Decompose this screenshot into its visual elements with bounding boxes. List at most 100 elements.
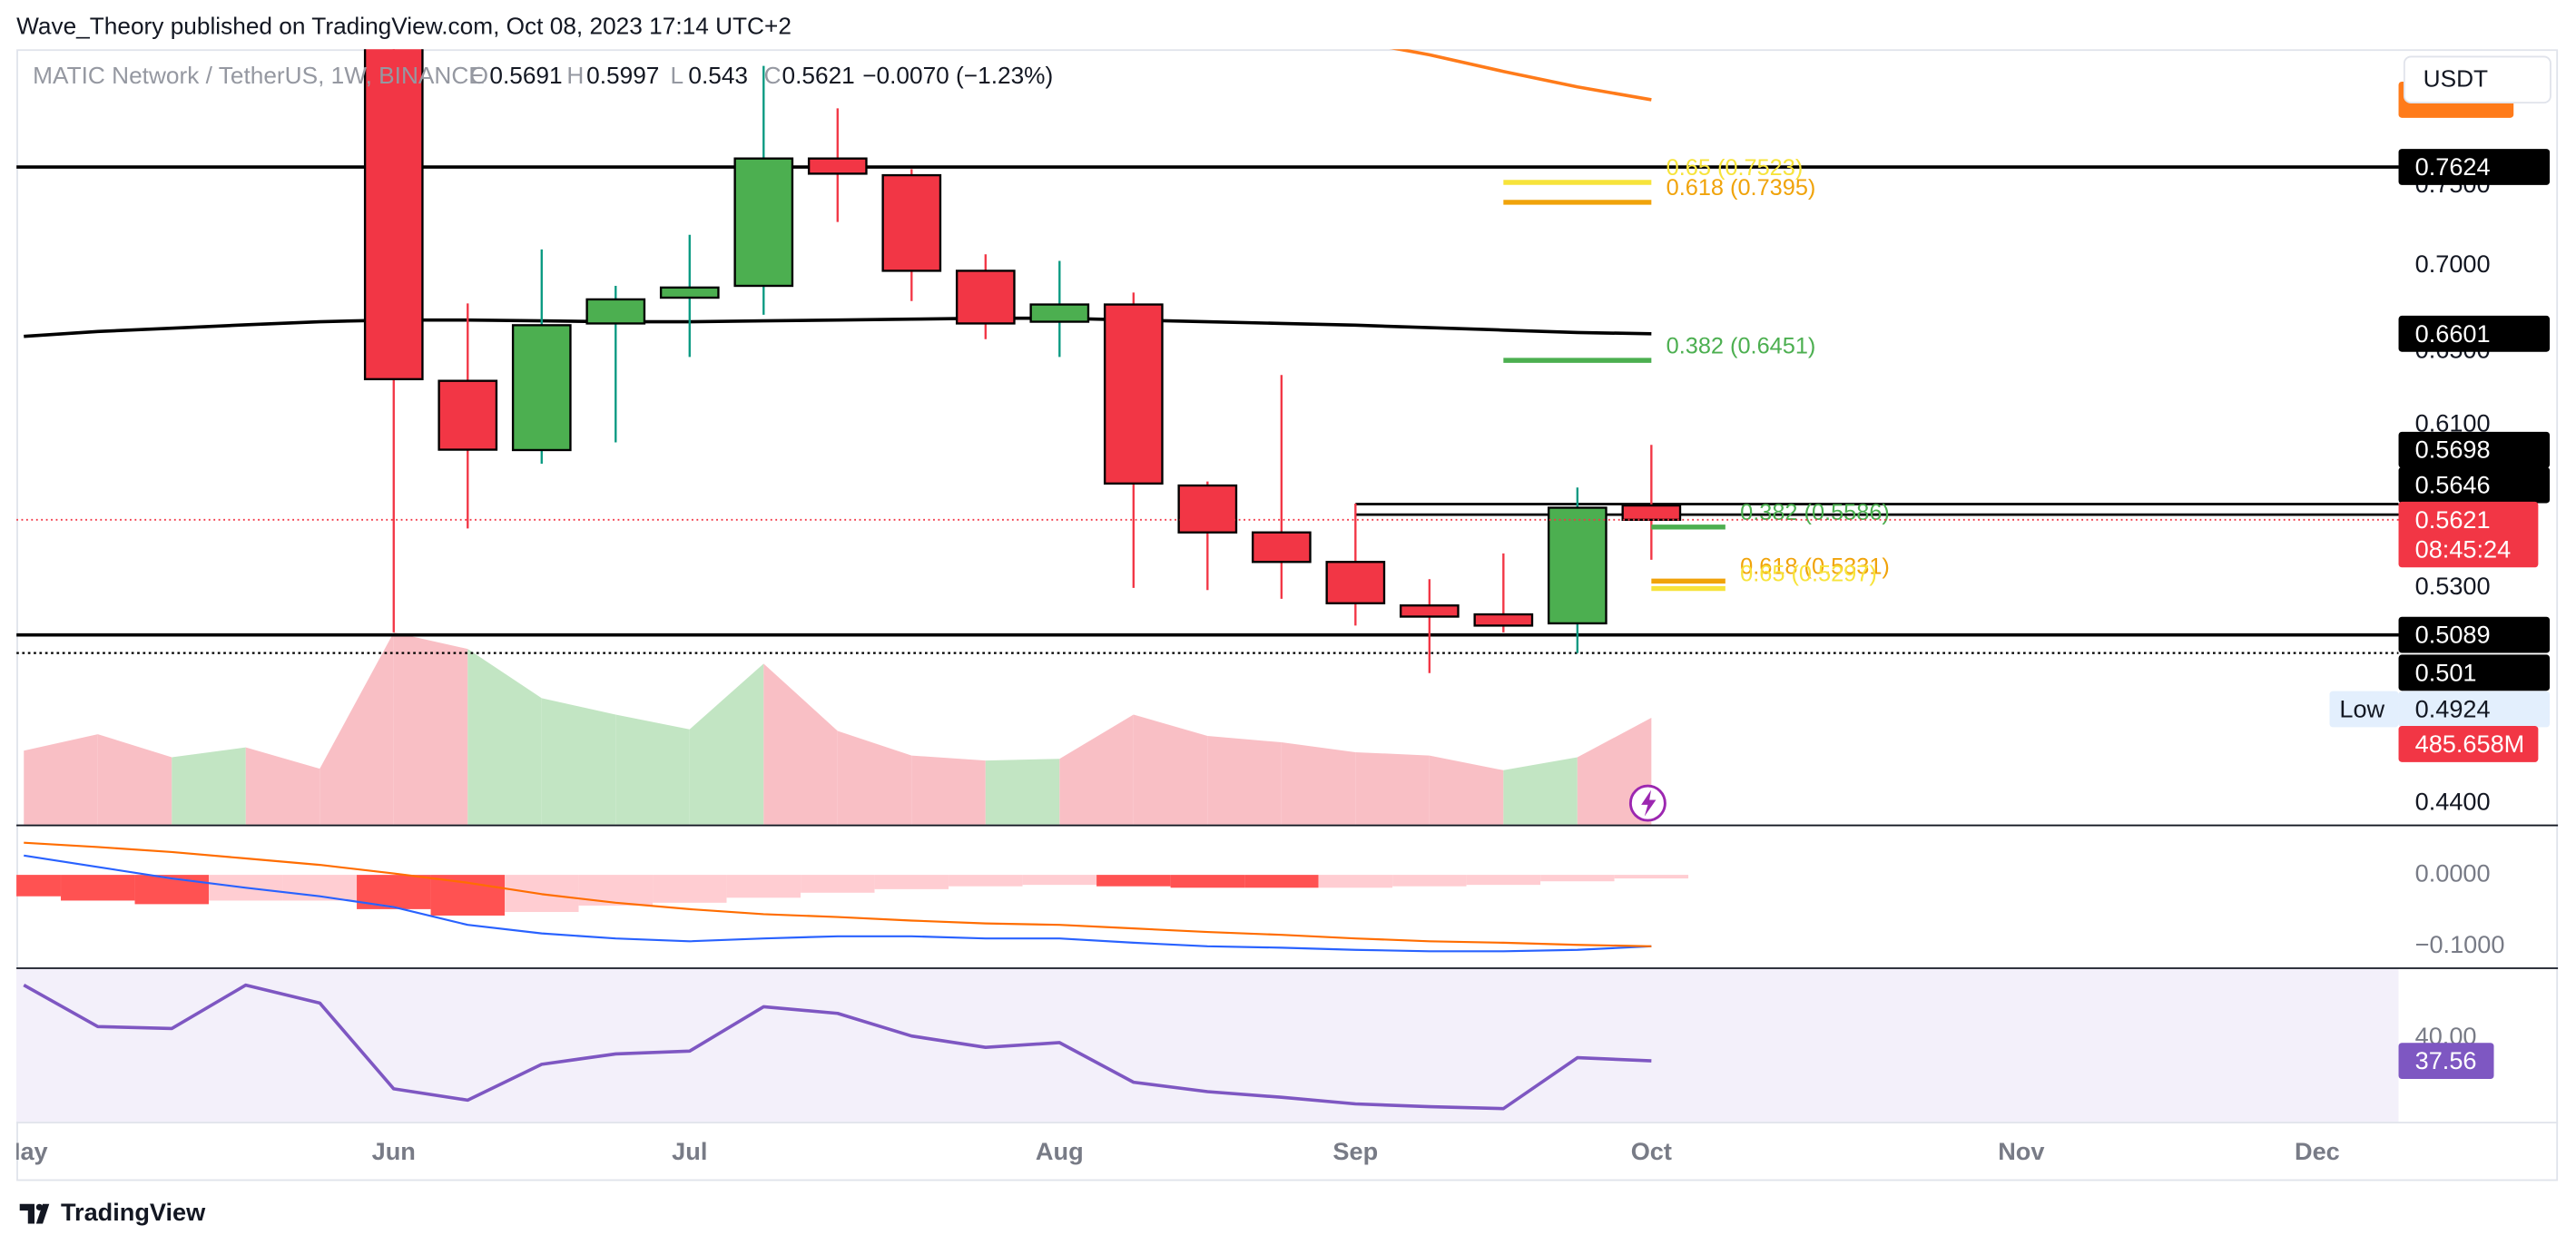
alert-icon[interactable] [1628,784,1667,822]
macd-bar [1022,875,1097,886]
moving-average [24,316,1652,338]
volume-area [1429,755,1504,825]
moving-average [1391,49,1652,102]
fib-label: 0.618 (0.5331) [1740,554,1890,580]
rsi-band [16,968,2399,1122]
volume-area [837,730,912,825]
chart-frame [16,49,2559,1181]
candle-body [1621,504,1682,521]
countdown: 08:45:24 [2415,534,2512,563]
alert-bolt[interactable] [1641,789,1657,817]
candle-body [733,157,794,288]
macd-bar [1392,875,1467,887]
currency-button-box[interactable] [2403,55,2551,104]
volume-area [245,747,320,825]
rsi-badge: 37.56 [2415,1046,2477,1074]
fib-label: 0.382 (0.5586) [1740,500,1890,525]
volume-area [1281,742,1356,825]
x-tick-label: Dec [2295,1137,2340,1165]
volume-area [1207,736,1282,825]
y-tick-label: 0.5300 [2415,572,2491,600]
level-badge: 0.5698 [2415,436,2491,464]
legend-open: 0.5691 [489,62,562,89]
macd-bar [16,875,61,897]
candle-body [1103,303,1164,485]
level-badge-box [2398,654,2551,691]
macd-bar [1244,875,1319,888]
macd-bar [949,875,1023,887]
volume-area [467,649,542,825]
macd-tick-label: −0.1000 [2415,930,2505,958]
volume-area [985,759,1060,825]
volume-badge-box [2398,726,2539,762]
price-badge-box [2398,501,2539,568]
volume-area [1133,714,1208,825]
macd-bar [874,875,949,889]
macd-bar [1614,875,1689,879]
macd-bar [1318,875,1393,888]
low-badge-box [2398,691,2551,728]
candle-body [1177,484,1238,534]
fib-label: 0.65 (0.7523) [1667,155,1804,181]
x-tick-label: Jul [672,1137,707,1165]
level-badge: 0.5646 [2415,471,2491,499]
signal-line [24,841,1652,947]
brand-name: TradingView [61,1198,206,1226]
rsi-badge-box [2398,1043,2494,1080]
level-badge-box [2398,466,2551,504]
level-badge: 0.5089 [2415,621,2491,649]
time-axis: May Jun Jul Aug Sep Oct Nov Dec [0,1137,2340,1165]
candle-body [659,286,720,299]
fib-label: 0.65 (0.5297) [1740,562,1877,587]
ma-badge-box [2398,315,2551,352]
x-tick-label: May [0,1137,48,1165]
candle-body [363,49,424,381]
x-tick-label: Jun [372,1137,416,1165]
candle-body [1251,531,1312,564]
currency-button[interactable]: USDT [2403,55,2551,104]
macd-bar [1170,875,1245,888]
currency-button-label[interactable]: USDT [2424,65,2488,93]
volume-area [97,734,172,825]
volume-area [689,663,764,825]
macd-bar [1466,875,1541,886]
macd-bar [1096,875,1171,887]
low-label: Low [2339,694,2384,722]
candle-body [1547,506,1608,625]
legend-close: 0.5621 [782,62,855,89]
x-tick-label: Nov [1998,1137,2044,1165]
volume-area [615,714,690,825]
candle-body [438,379,498,451]
level-badge-box [2398,431,2551,468]
candle-body [807,157,868,175]
macd-bar [653,875,727,903]
legend-letter: O [470,62,488,89]
price-badge: 0.5621 [2415,505,2491,534]
volume-area [320,632,394,825]
price-axis: 0.75000.70000.65000.61000.53000.44000.00… [2415,170,2505,1050]
brand: TradingView [19,1198,206,1226]
macd-tick-label: 0.0000 [2415,858,2491,887]
volume-badge: 485.658M [2415,730,2525,758]
volume-area [763,663,838,825]
legend-letter: C [764,62,782,89]
legend-change: −0.0070 (−1.23%) [862,62,1053,89]
legend: MATIC Network / TetherUS, 1W, BINANCE O … [33,62,1053,89]
brand-logo-dot [35,1203,44,1211]
legend-letter: H [566,62,584,89]
level-badge-box [2398,149,2551,185]
macd-pane [16,841,1689,953]
x-tick-label: Sep [1332,1137,1378,1165]
macd-line [24,854,1652,953]
legend-high: 0.5997 [586,62,659,89]
macd-bar [1540,875,1615,882]
candle-body [1325,561,1386,604]
low-label-box [2329,691,2399,728]
macd-bar [61,875,135,901]
volume-area [1355,751,1430,825]
candle-body [1473,613,1534,627]
volume-area [911,755,986,825]
legend-letter: L [670,62,683,89]
